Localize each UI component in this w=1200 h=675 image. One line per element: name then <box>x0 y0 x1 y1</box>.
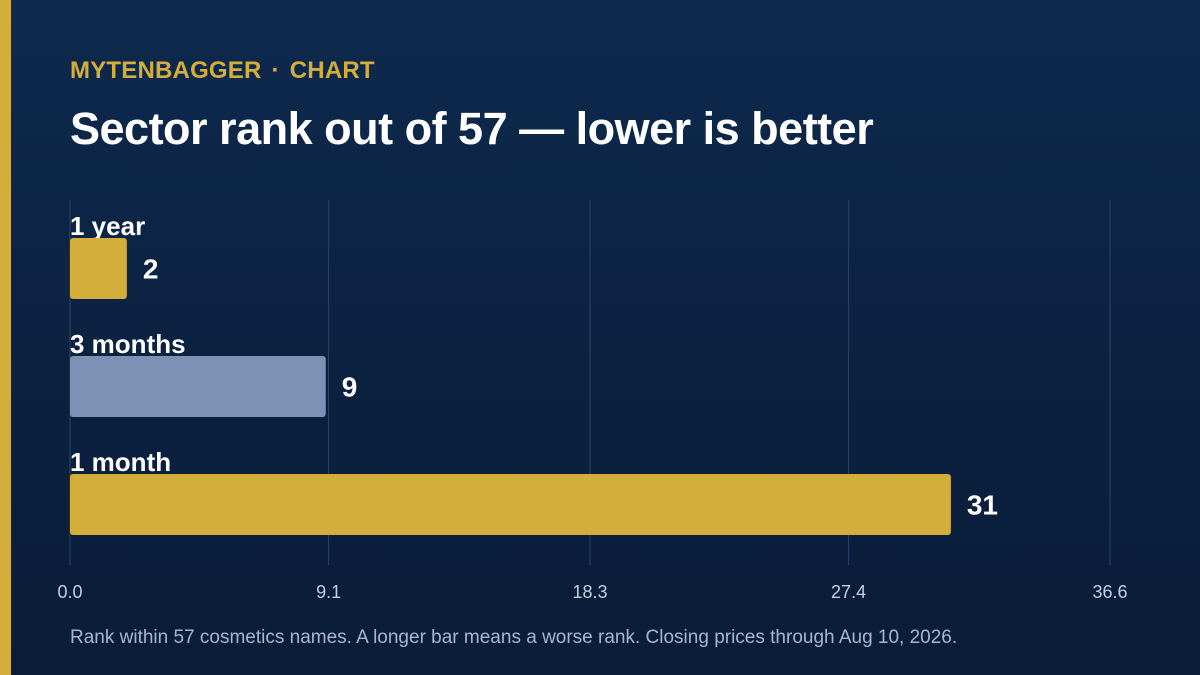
x-tick-label: 9.1 <box>316 582 341 602</box>
x-tick-label: 0.0 <box>57 582 82 602</box>
value-label: 9 <box>342 372 358 403</box>
accent-stripe <box>0 0 11 675</box>
category-label: 3 months <box>70 329 186 359</box>
bar <box>70 474 951 535</box>
x-axis-ticks: 0.0 9.1 18.3 27.4 36.6 <box>57 582 1127 602</box>
kicker-separator: · <box>271 57 280 84</box>
bar <box>70 356 326 417</box>
bar <box>70 238 127 299</box>
section-label: CHART <box>289 57 375 84</box>
value-label: 2 <box>143 254 159 285</box>
category-label: 1 year <box>70 211 145 241</box>
footnote: Rank within 57 cosmetics names. A longer… <box>70 627 958 648</box>
value-label: 31 <box>967 490 998 521</box>
x-tick-label: 18.3 <box>572 582 607 602</box>
bars: 1 year 2 3 months 9 1 month 31 <box>70 211 998 535</box>
brand-label: MYTENBAGGER <box>70 57 262 84</box>
kicker: MYTENBAGGER · CHART <box>70 57 375 85</box>
x-tick-label: 36.6 <box>1092 582 1127 602</box>
category-label: 1 month <box>70 447 171 477</box>
x-tick-label: 27.4 <box>831 582 866 602</box>
chart-title: Sector rank out of 57 — lower is better <box>70 103 874 154</box>
